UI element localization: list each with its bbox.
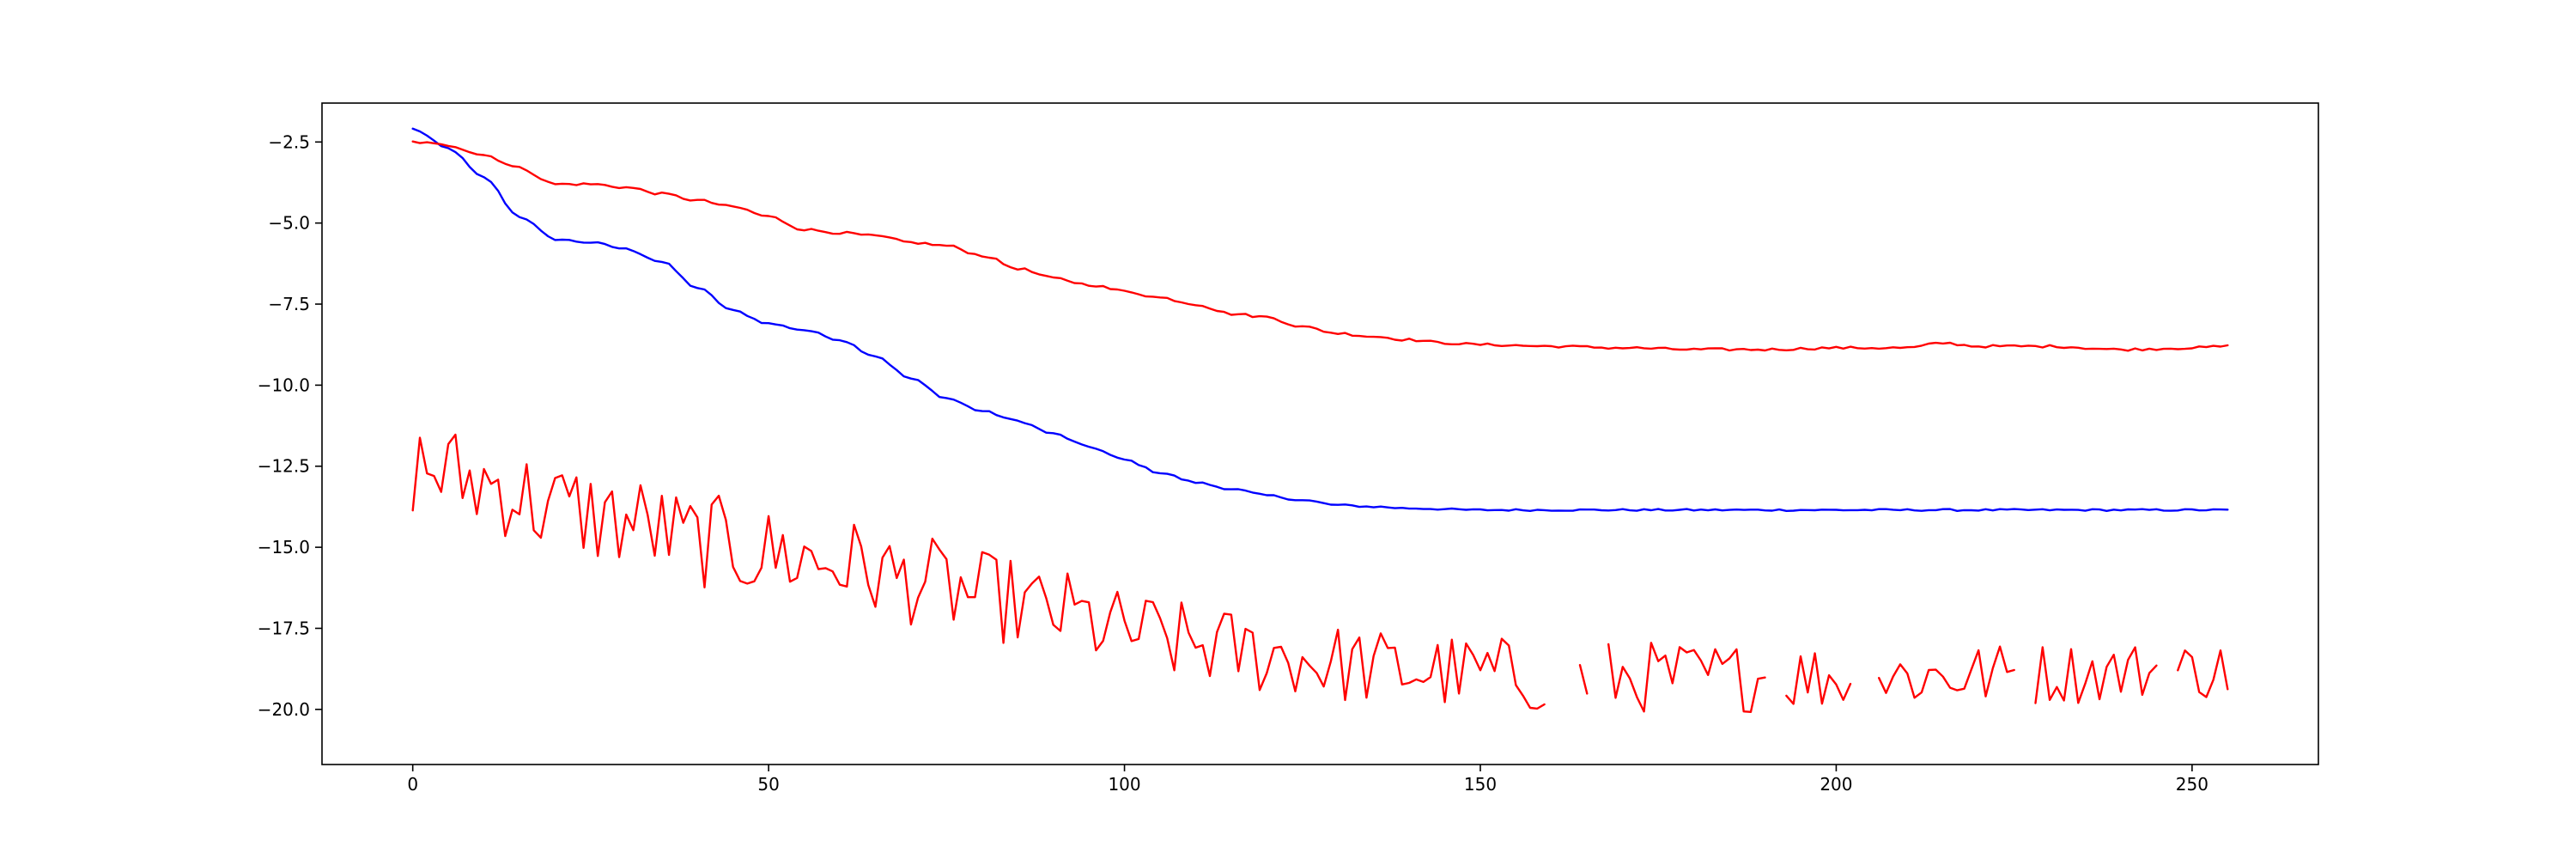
x-tick-label: 200	[1820, 774, 1852, 795]
y-tick-label: −17.5	[258, 618, 310, 638]
x-tick-label: 150	[1464, 774, 1497, 795]
series-line-1	[411, 127, 2229, 512]
y-tick-label: −12.5	[258, 456, 310, 477]
y-tick-label: −5.0	[268, 213, 310, 234]
series-line-2	[411, 140, 2229, 352]
y-tick-label: −15.0	[258, 537, 310, 557]
x-tick-label: 250	[2176, 774, 2208, 795]
series-layer	[411, 127, 2229, 713]
x-axis: 0 50 100 150 200 250	[407, 765, 2208, 795]
y-tick-label: −10.0	[258, 375, 310, 395]
x-tick-label: 50	[757, 774, 779, 795]
x-tick-label: 100	[1108, 774, 1140, 795]
y-tick-label: −20.0	[258, 699, 310, 720]
series-line-3	[411, 433, 2229, 713]
y-tick-label: −2.5	[268, 131, 310, 152]
y-tick-label: −7.5	[268, 294, 310, 314]
y-axis: −2.5 −5.0 −7.5 −10.0 −12.5 −15.0 −17.5 −20.0	[258, 131, 322, 720]
plot-frame	[321, 102, 2319, 765]
x-tick-label: 0	[407, 774, 418, 795]
